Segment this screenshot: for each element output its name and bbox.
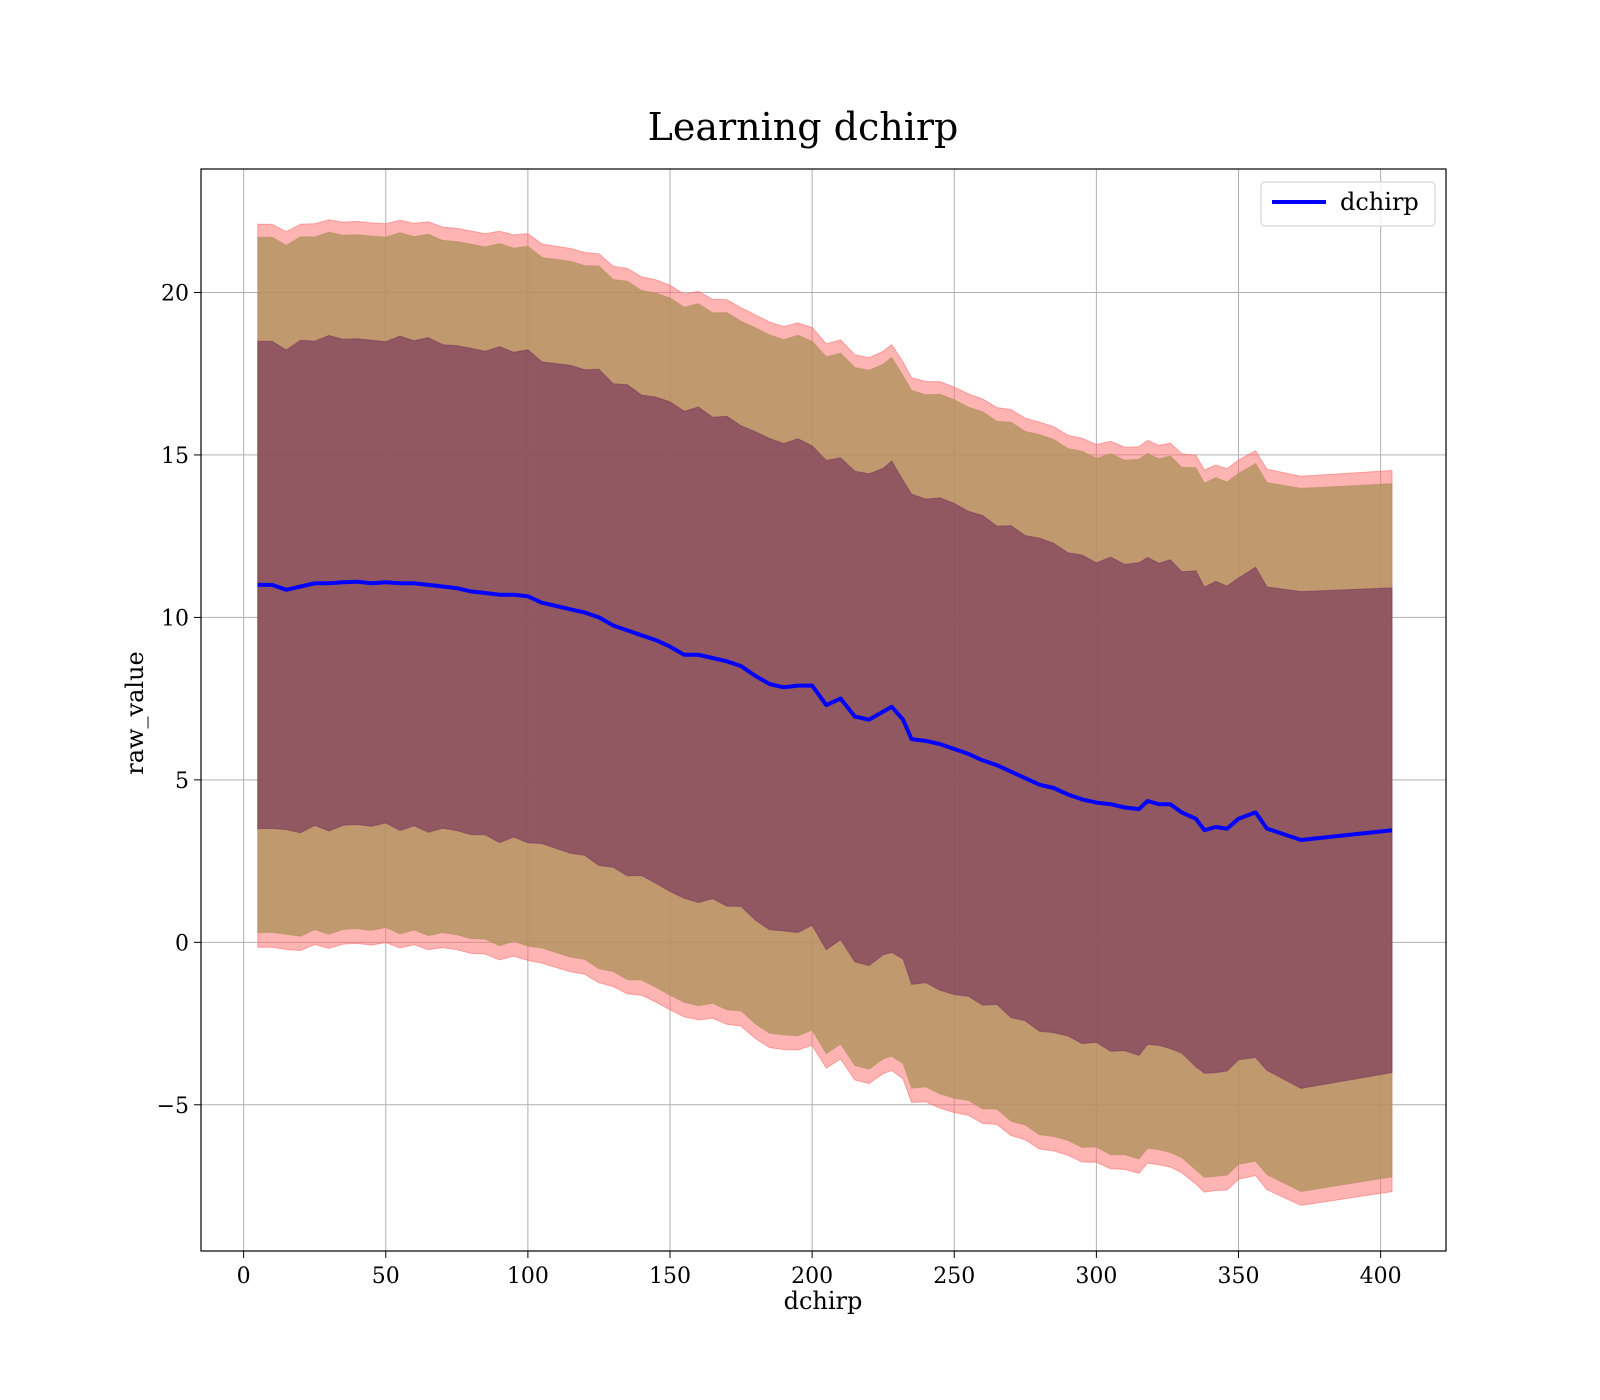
legend-box bbox=[1260, 181, 1436, 227]
x-tick-label: 50 bbox=[372, 1264, 400, 1289]
x-tick-label: 0 bbox=[237, 1264, 251, 1289]
y-axis-label: raw_value bbox=[121, 651, 149, 775]
x-ticks: 0 50 100 150 200 250 300 350 400 bbox=[237, 1251, 1402, 1289]
legend: dchirp bbox=[1260, 181, 1436, 227]
bands bbox=[257, 219, 1393, 1206]
y-tick-label: 5 bbox=[175, 769, 189, 794]
y-ticks: −5 0 5 10 15 20 bbox=[157, 281, 201, 1119]
plot-frame bbox=[200, 168, 1447, 1252]
x-axis-label: dchirp bbox=[784, 1287, 863, 1315]
y-tick-label: −5 bbox=[157, 1094, 189, 1119]
y-tick-label: 10 bbox=[161, 606, 189, 631]
chart-title: Learning dchirp bbox=[648, 105, 959, 149]
x-tick-label: 300 bbox=[1075, 1264, 1117, 1289]
x-tick-label: 200 bbox=[791, 1264, 833, 1289]
y-tick-label: 0 bbox=[175, 931, 189, 956]
series-lines bbox=[257, 579, 1393, 842]
y-tick-label: 15 bbox=[161, 444, 189, 469]
x-tick-label: 250 bbox=[933, 1264, 975, 1289]
band-inner bbox=[257, 334, 1393, 1089]
y-tick-label: 20 bbox=[161, 281, 189, 306]
x-tick-label: 100 bbox=[507, 1264, 549, 1289]
x-tick-label: 400 bbox=[1360, 1264, 1402, 1289]
legend-entry-dchirp: dchirp bbox=[1340, 188, 1419, 216]
x-tick-label: 150 bbox=[649, 1264, 691, 1289]
series-line-dchirp bbox=[257, 579, 1393, 842]
x-tick-label: 350 bbox=[1218, 1264, 1260, 1289]
